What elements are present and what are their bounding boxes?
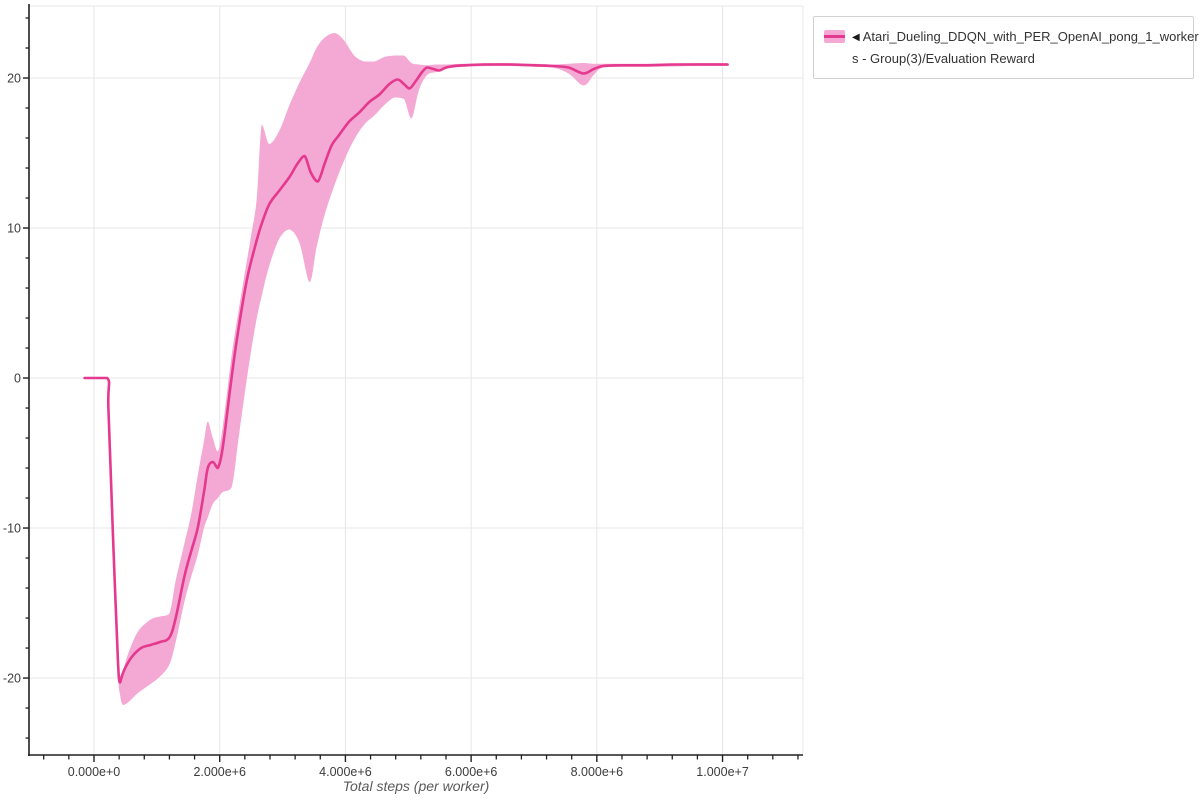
x-tick-label: 6.000e+6 xyxy=(445,765,498,779)
series-swatch-line-icon xyxy=(824,35,845,38)
y-tick-label: 20 xyxy=(7,72,21,86)
legend[interactable]: ◀ Atari_Dueling_DDQN_with_PER_OpenAI_pong… xyxy=(813,16,1199,79)
legend-label: ◀ Atari_Dueling_DDQN_with_PER_OpenAI_pong… xyxy=(852,26,1199,69)
y-tick-label: 10 xyxy=(7,222,21,236)
x-tick-label: 1.000e+7 xyxy=(696,765,749,779)
x-tick-label: 8.000e+6 xyxy=(571,765,624,779)
axes xyxy=(28,4,803,756)
x-axis-title: Total steps (per worker) xyxy=(342,778,490,794)
axis-ticks xyxy=(23,17,799,762)
x-tick-label: 4.000e+6 xyxy=(319,765,372,779)
y-tick-label: -10 xyxy=(3,522,21,536)
legend-line1: Atari_Dueling_DDQN_with_PER_OpenAI_pong_… xyxy=(862,29,1199,44)
series-swatch-icon xyxy=(824,30,845,43)
y-tick-labels: -20 -10 0 10 20 xyxy=(3,72,21,686)
legend-line2: s - Group(3)/Evaluation Reward xyxy=(852,51,1035,66)
x-tick-label: 0.000e+0 xyxy=(68,765,121,779)
y-tick-label: 0 xyxy=(14,372,21,386)
confidence-band xyxy=(84,33,728,705)
y-tick-label: -20 xyxy=(3,672,21,686)
x-tick-labels: 0.000e+0 2.000e+6 4.000e+6 6.000e+6 8.000e+6… xyxy=(68,765,749,779)
x-tick-label: 2.000e+6 xyxy=(193,765,246,779)
collapse-triangle-icon[interactable]: ◀ xyxy=(852,32,860,43)
reward-line[interactable] xyxy=(83,63,729,684)
